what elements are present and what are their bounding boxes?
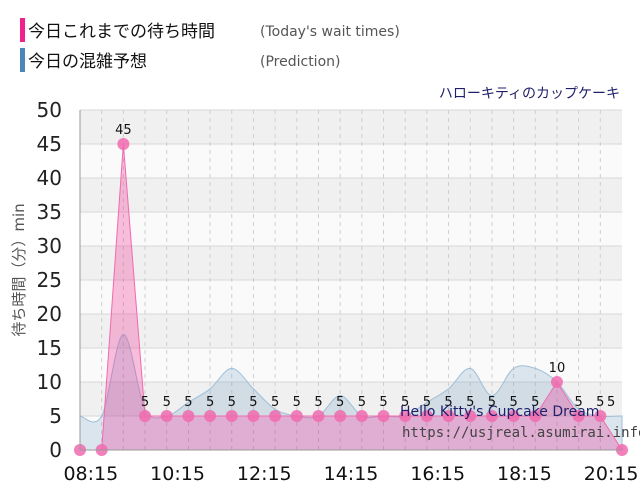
legend-actual-label: 今日これまでの待ち時間 [28,22,215,42]
data-label: 10 [549,361,566,376]
watermark-title: Hello Kitty's Cupcake Dream [400,404,599,420]
data-label: 45 [115,123,132,138]
data-point[interactable] [355,410,368,422]
data-label: 5 [379,395,387,410]
data-point[interactable] [312,410,325,422]
plot-background [80,110,622,450]
chart-title: ハローキティのカップケーキ [439,86,620,102]
data-label: 5 [184,395,192,410]
y-tick-label: 15 [37,336,62,360]
data-point[interactable] [117,138,130,150]
data-point[interactable] [182,410,195,422]
y-tick-label: 50 [37,98,62,122]
legend-prediction-label: 今日の混雑予想 [28,52,147,72]
data-point[interactable] [290,410,303,422]
legend-actual-sublabel: (Today's wait times) [260,24,400,40]
plot-band [80,280,622,314]
data-label: 5 [488,395,496,410]
data-point[interactable] [420,410,433,422]
legend-prediction-sublabel: (Prediction) [260,54,340,70]
plot-band [80,314,622,348]
data-label: 5 [401,395,409,410]
plot-band [80,212,622,246]
legend: 今日これまでの待ち時間 (Today's wait times) 今日の混雑予想… [20,18,400,72]
y-tick-label: 5 [49,404,62,428]
data-label: 5 [249,395,257,410]
x-tick-label: 14:15 [324,463,379,485]
plot-band [80,348,622,382]
y-tick-label: 40 [37,166,62,190]
y-tick-labels: 0 5 10 15 20 25 30 35 40 45 50 [37,98,62,462]
data-label: 5 [271,395,279,410]
data-point[interactable] [572,410,585,422]
data-point[interactable] [269,410,282,422]
data-point[interactable] [485,410,498,422]
data-label: 5 [141,395,149,410]
data-point[interactable] [225,410,238,422]
data-label: 5 [314,395,322,410]
y-tick-label: 10 [37,370,62,394]
x-tick-label: 16:15 [410,463,465,485]
data-label: 5 [358,395,366,410]
x-tick-label: 08:15 [63,463,118,485]
data-point[interactable] [334,410,347,422]
y-tick-label: 20 [37,302,62,326]
y-tick-label: 25 [37,268,62,292]
y-axis-label: 待ち時間（分）min [10,203,28,336]
watermark-url: https://usjreal.asumirai.info [402,425,640,441]
x-tick-label: 12:15 [237,463,292,485]
x-tick-label: 10:15 [150,463,205,485]
data-label: 5 [163,395,171,410]
data-point[interactable] [529,410,542,422]
data-label: 5 [423,395,431,410]
plot-band [80,416,622,450]
axes [79,110,622,451]
data-point[interactable] [442,410,455,422]
plot-band [80,144,622,178]
data-label: 5 [466,395,474,410]
data-point[interactable] [139,410,152,422]
data-label: 5 [596,395,604,410]
data-point[interactable] [550,376,563,388]
data-label: 5 [509,395,517,410]
data-label: 5 [336,395,344,410]
x-tick-label: 18:15 [497,463,552,485]
data-label: 5 [206,395,214,410]
data-point[interactable] [247,410,260,422]
data-label: 5 [293,395,301,410]
plot-band [80,382,622,416]
data-label: 5 [574,395,582,410]
legend-actual-swatch [20,18,25,42]
data-label: 5 [531,395,539,410]
plot-band [80,246,622,280]
data-point[interactable] [594,410,607,422]
legend-prediction-swatch [20,48,25,72]
data-point[interactable] [464,410,477,422]
y-tick-label: 0 [49,438,62,462]
x-tick-labels: 08:15 10:15 12:15 14:15 16:15 18:15 20:15 [63,463,638,485]
plot-band [80,110,622,144]
data-point[interactable] [377,410,390,422]
data-label: 5 [444,395,452,410]
data-point[interactable] [204,410,217,422]
data-label: 5 [607,395,615,410]
y-tick-label: 35 [37,200,62,224]
x-tick-label: 20:15 [584,463,639,485]
y-tick-label: 30 [37,234,62,258]
data-label: 5 [228,395,236,410]
data-point[interactable] [160,410,173,422]
plot-band [80,178,622,212]
y-tick-label: 45 [37,132,62,156]
data-point[interactable] [507,410,520,422]
data-point[interactable] [399,410,412,422]
